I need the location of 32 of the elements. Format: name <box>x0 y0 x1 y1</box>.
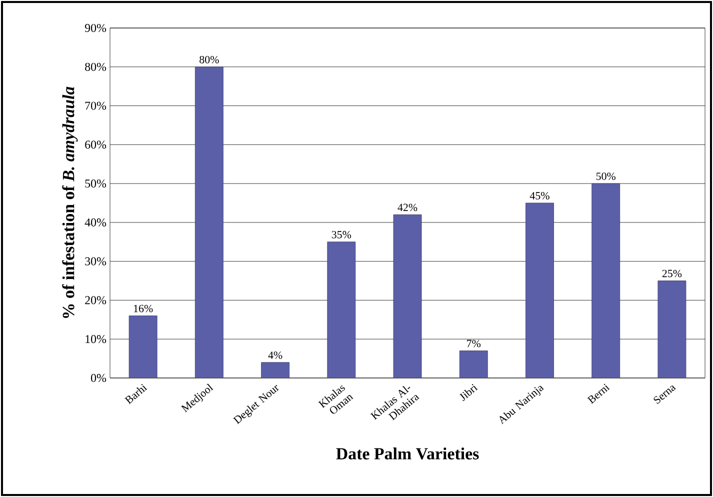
x-tick-label: Jibri <box>460 384 478 402</box>
data-label: 42% <box>398 204 418 212</box>
bar <box>592 183 620 378</box>
data-label: 80% <box>200 56 219 64</box>
y-tick-label: 70% <box>85 102 106 110</box>
bar <box>658 280 686 378</box>
bar <box>327 242 356 378</box>
y-tick-label: 10% <box>86 335 106 344</box>
data-label: 4% <box>268 351 282 359</box>
bar <box>526 202 554 378</box>
y-tick-label: 30% <box>85 257 106 266</box>
y-tick-label: 20% <box>85 296 106 304</box>
y-tick-label: 80% <box>85 62 106 71</box>
bar <box>459 350 488 378</box>
x-axis-title: Date Palm Varieties <box>336 448 479 460</box>
bar <box>261 362 290 378</box>
bar <box>393 214 422 378</box>
y-tick-label: 90% <box>84 24 106 32</box>
y-tick-label: 60% <box>85 140 106 149</box>
bar <box>194 66 224 378</box>
y-tick-label: 0% <box>91 374 106 382</box>
data-label: 50% <box>596 172 616 180</box>
y-tick-label: 40% <box>84 218 106 226</box>
y-tick-label: 50% <box>85 179 106 188</box>
bar <box>128 316 158 378</box>
data-label: 16% <box>134 304 153 312</box>
x-tick-label: Serna <box>654 386 676 404</box>
data-label: 25% <box>662 270 682 278</box>
data-label: 7% <box>467 340 481 348</box>
y-axis-title: % of infestation of B. amydraula <box>62 86 78 318</box>
data-label: 35% <box>332 230 352 238</box>
data-label: 45% <box>530 192 550 200</box>
